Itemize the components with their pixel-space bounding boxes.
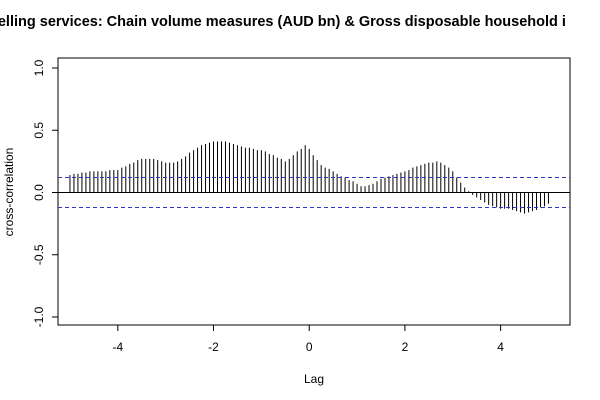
bars (69, 141, 549, 214)
x-tick-label: 0 (306, 340, 313, 354)
x-tick-label: 2 (402, 340, 409, 354)
y-tick-label: 1.0 (32, 59, 46, 76)
plot-frame (57, 57, 571, 326)
chart-title: er dwelling services: Chain volume measu… (0, 14, 600, 34)
x-tick-label: -2 (208, 340, 219, 354)
y-axis: -1.0 -0.5 0.0 0.5 1.0 (32, 59, 59, 327)
x-axis-label: Lag (304, 372, 324, 386)
y-tick-label: -1.0 (32, 306, 46, 327)
y-axis-label: cross-correlation (2, 148, 16, 237)
x-tick-label: -4 (112, 340, 123, 354)
x-tick-label: 4 (497, 340, 504, 354)
y-tick-label: -0.5 (32, 244, 46, 265)
chart-title-text: er dwelling services: Chain volume measu… (0, 14, 566, 30)
confidence-bands (58, 177, 570, 208)
y-tick-label: 0.0 (32, 184, 46, 201)
y-tick-label: 0.5 (32, 122, 46, 139)
x-axis: -4 -2 0 2 4 (112, 324, 504, 354)
